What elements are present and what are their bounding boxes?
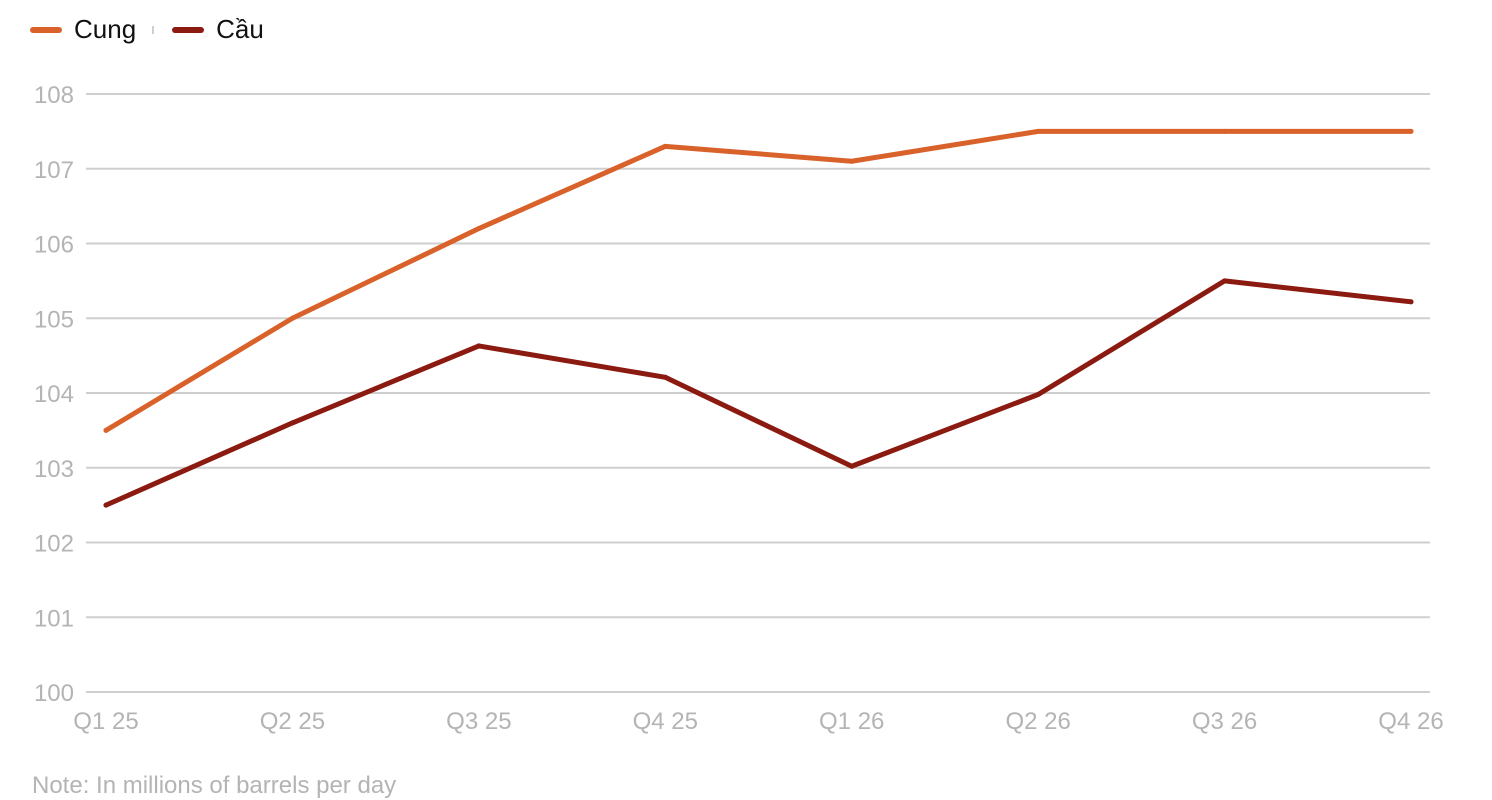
demand-data-point[interactable] (289, 420, 295, 426)
y-tick-label: 101 (34, 605, 74, 632)
y-tick-label: 104 (34, 381, 74, 408)
x-tick-label: Q2 26 (1005, 708, 1070, 735)
supply-data-point[interactable] (289, 315, 295, 321)
x-tick-label: Q3 26 (1192, 708, 1257, 735)
y-tick-label: 105 (34, 306, 74, 333)
supply-data-point[interactable] (1035, 128, 1041, 134)
legend-swatch-demand (172, 26, 205, 33)
x-tick-label: Q4 26 (1378, 708, 1443, 735)
supply-data-point[interactable] (103, 427, 109, 433)
demand-data-point[interactable] (1222, 278, 1228, 284)
supply-data-point[interactable] (662, 143, 668, 149)
x-tick-label: Q4 25 (633, 708, 698, 735)
legend-item-demand[interactable]: Cầu (172, 14, 264, 45)
demand-data-point[interactable] (1035, 391, 1041, 397)
y-tick-label: 100 (34, 680, 74, 707)
line-chart: 100 101 102 103 104 105 106 107 108 Q1 25 Q2 25 Q3… (34, 82, 1444, 735)
series-line-demand[interactable] (103, 278, 1414, 508)
demand-data-point[interactable] (103, 502, 109, 508)
legend-separator (152, 25, 155, 34)
grid-lines (86, 93, 1430, 693)
x-axis-ticks: Q1 25 Q2 25 Q3 25 Q4 25 Q1 26 Q2 26 Q3 26 Q4 26 (73, 708, 1443, 735)
demand-data-point[interactable] (476, 343, 482, 349)
y-tick-label: 108 (34, 82, 74, 109)
legend-item-supply[interactable]: Cung (30, 14, 136, 45)
y-axis-ticks: 100 101 102 103 104 105 106 107 108 (34, 82, 74, 707)
supply-data-point[interactable] (1222, 128, 1228, 134)
legend-label-supply: Cung (74, 14, 137, 44)
x-tick-label: Q1 25 (73, 708, 138, 735)
y-tick-label: 107 (34, 157, 74, 184)
chart-footnote: Note: In millions of barrels per day (32, 772, 397, 799)
demand-data-point[interactable] (662, 374, 668, 380)
demand-data-point[interactable] (849, 463, 855, 469)
supply-data-point[interactable] (849, 158, 855, 164)
supply-data-point[interactable] (476, 226, 482, 232)
legend-swatch-supply (30, 26, 62, 33)
x-tick-label: Q1 26 (819, 708, 884, 735)
legend-label-demand: Cầu (216, 14, 264, 44)
x-tick-label: Q2 25 (260, 708, 325, 735)
demand-data-point[interactable] (1408, 299, 1414, 305)
x-tick-label: Q3 25 (446, 708, 511, 735)
supply-data-point[interactable] (1408, 128, 1414, 134)
y-tick-label: 103 (34, 456, 74, 483)
chart-legend: Cung Cầu (30, 14, 264, 45)
series-lines (103, 128, 1414, 508)
y-tick-label: 102 (34, 531, 74, 558)
series-line-supply[interactable] (103, 128, 1414, 433)
y-tick-label: 106 (34, 232, 74, 259)
